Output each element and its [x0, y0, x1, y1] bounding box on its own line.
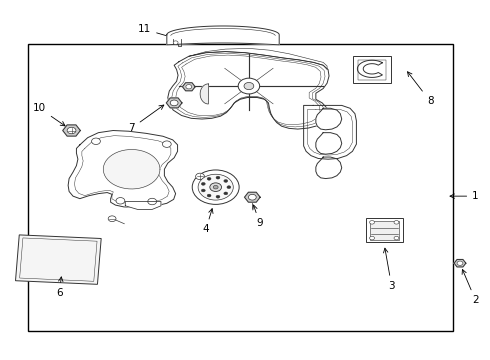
Circle shape — [394, 221, 399, 224]
Circle shape — [213, 185, 218, 189]
Polygon shape — [103, 149, 160, 189]
Polygon shape — [200, 84, 208, 104]
Text: 6: 6 — [56, 277, 63, 298]
Polygon shape — [168, 51, 329, 129]
Text: 5: 5 — [130, 168, 137, 181]
Bar — [358, 60, 386, 80]
Polygon shape — [454, 260, 466, 267]
Text: 7: 7 — [128, 105, 164, 133]
Circle shape — [369, 236, 374, 240]
Circle shape — [216, 176, 220, 179]
Polygon shape — [357, 60, 382, 77]
Circle shape — [244, 82, 254, 90]
Polygon shape — [316, 133, 342, 154]
Circle shape — [224, 192, 228, 195]
Circle shape — [198, 174, 233, 200]
Polygon shape — [166, 98, 182, 108]
Circle shape — [238, 78, 260, 94]
Circle shape — [116, 198, 125, 204]
Bar — [370, 221, 399, 239]
Text: 1: 1 — [450, 191, 479, 201]
Circle shape — [207, 194, 211, 197]
Text: 8: 8 — [408, 72, 433, 106]
Circle shape — [186, 85, 192, 89]
Bar — [27, 44, 453, 330]
Circle shape — [201, 189, 205, 192]
Text: 10: 10 — [33, 103, 65, 126]
Polygon shape — [304, 105, 356, 159]
Circle shape — [369, 221, 374, 224]
Circle shape — [192, 170, 239, 204]
Circle shape — [196, 173, 204, 180]
Polygon shape — [125, 202, 161, 210]
Circle shape — [201, 183, 205, 185]
Circle shape — [148, 198, 157, 205]
Circle shape — [162, 141, 171, 147]
Polygon shape — [316, 108, 342, 130]
Polygon shape — [167, 26, 279, 45]
Circle shape — [394, 236, 399, 240]
Circle shape — [173, 41, 178, 44]
Circle shape — [67, 127, 76, 134]
Text: 3: 3 — [384, 248, 395, 291]
Polygon shape — [63, 125, 80, 136]
Bar — [366, 218, 403, 242]
Text: 2: 2 — [462, 270, 479, 305]
Circle shape — [224, 180, 228, 183]
Circle shape — [170, 100, 178, 106]
Polygon shape — [245, 192, 260, 202]
Circle shape — [457, 261, 463, 265]
Circle shape — [210, 183, 221, 192]
Text: 4: 4 — [202, 209, 213, 234]
Circle shape — [92, 138, 100, 144]
Bar — [353, 56, 391, 83]
Text: 9: 9 — [253, 205, 263, 228]
Polygon shape — [182, 83, 195, 91]
Polygon shape — [316, 157, 342, 179]
Circle shape — [216, 195, 220, 198]
Circle shape — [207, 177, 211, 180]
Circle shape — [108, 216, 116, 222]
Polygon shape — [68, 131, 177, 207]
Circle shape — [248, 194, 256, 200]
Polygon shape — [16, 235, 101, 284]
Circle shape — [227, 186, 231, 189]
Text: 11: 11 — [138, 24, 172, 38]
